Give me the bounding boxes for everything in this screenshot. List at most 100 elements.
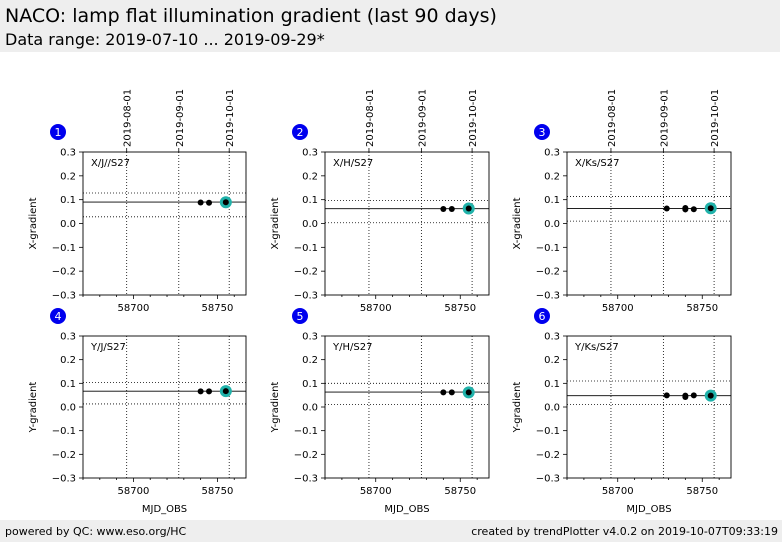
y-tick-label: 0.1 bbox=[302, 379, 318, 390]
data-point bbox=[465, 205, 472, 212]
y-tick-label: 0.0 bbox=[60, 403, 76, 414]
y-tick-label: −0.2 bbox=[536, 267, 560, 278]
panel-badge bbox=[292, 308, 308, 324]
panel-label: Y/J/S27 bbox=[90, 342, 126, 353]
footer-created: created by trendPlotter v4.0.2 on 2019-1… bbox=[471, 525, 778, 538]
data-point bbox=[465, 389, 472, 396]
y-tick-label: 0.0 bbox=[302, 219, 318, 230]
y-axis-label: Y-gradient bbox=[28, 382, 39, 434]
x-axis-label: MJD_OBS bbox=[142, 504, 187, 515]
y-axis-label: X-gradient bbox=[270, 197, 281, 249]
y-tick-label: 0.1 bbox=[544, 379, 560, 390]
y-tick-label: 0.0 bbox=[302, 403, 318, 414]
x-tick-label: 58750 bbox=[202, 486, 234, 497]
footer-credit: powered by QC: www.eso.org/HC bbox=[5, 525, 187, 538]
y-tick-label: 0.0 bbox=[544, 403, 560, 414]
x-tick-label: 58700 bbox=[360, 303, 392, 314]
data-point bbox=[690, 392, 697, 399]
data-point bbox=[206, 199, 213, 206]
panel-badge-label: 5 bbox=[297, 310, 304, 323]
y-tick-label: −0.3 bbox=[52, 291, 76, 302]
date-tick-label: 2019-08-01 bbox=[365, 89, 376, 147]
chart-panel-3: 3 2019-08-01 2019-09-01 2019-10-01 −0.3 −0.2 −… bbox=[512, 89, 732, 314]
y-tick-label: 0.2 bbox=[544, 171, 560, 182]
y-tick-label: −0.3 bbox=[52, 474, 76, 485]
data-point bbox=[663, 392, 670, 399]
y-tick-label: 0.3 bbox=[60, 332, 76, 343]
x-tick-label: 58700 bbox=[602, 486, 634, 497]
y-tick-label: 0.3 bbox=[544, 148, 560, 159]
y-tick-label: 0.0 bbox=[60, 219, 76, 230]
axes-frame bbox=[324, 335, 490, 479]
x-axis-label: MJD_OBS bbox=[626, 504, 671, 515]
y-tick-label: 0.1 bbox=[60, 379, 76, 390]
data-point bbox=[206, 388, 213, 395]
data-point bbox=[663, 205, 670, 212]
axes-frame bbox=[566, 151, 732, 296]
y-tick-label: −0.1 bbox=[294, 243, 318, 254]
x-axis-label: MJD_OBS bbox=[384, 504, 429, 515]
y-tick-label: 0.0 bbox=[544, 219, 560, 230]
x-tick-label: 58700 bbox=[602, 303, 634, 314]
y-tick-label: 0.3 bbox=[302, 332, 318, 343]
y-tick-label: −0.3 bbox=[294, 474, 318, 485]
date-tick-label: 2019-08-01 bbox=[607, 89, 618, 147]
data-point bbox=[222, 388, 229, 395]
y-tick-label: 0.2 bbox=[302, 171, 318, 182]
y-tick-label: −0.2 bbox=[52, 267, 76, 278]
y-tick-label: −0.2 bbox=[536, 450, 560, 461]
date-tick-label: 2019-10-01 bbox=[468, 89, 479, 147]
y-tick-label: −0.1 bbox=[52, 426, 76, 437]
panel-badge bbox=[292, 124, 308, 140]
chart-panel-2: 2 2019-08-01 2019-09-01 2019-10-01 −0.3 −0.2 −… bbox=[270, 89, 490, 314]
x-tick-label: 58700 bbox=[360, 486, 392, 497]
axes-frame bbox=[566, 335, 732, 479]
data-point bbox=[682, 394, 689, 401]
axes-frame bbox=[82, 335, 247, 479]
y-tick-label: −0.1 bbox=[536, 426, 560, 437]
y-tick-label: 0.2 bbox=[60, 355, 76, 366]
data-point bbox=[440, 389, 447, 396]
data-point bbox=[197, 388, 204, 395]
y-tick-label: −0.1 bbox=[294, 426, 318, 437]
y-tick-label: 0.2 bbox=[544, 355, 560, 366]
y-axis-label: Y-gradient bbox=[512, 382, 523, 434]
date-tick-label: 2019-10-01 bbox=[225, 89, 236, 147]
y-tick-label: 0.3 bbox=[544, 332, 560, 343]
y-axis-label: X-gradient bbox=[28, 197, 39, 249]
data-range-subtitle: Data range: 2019-07-10 ... 2019-09-29* bbox=[5, 30, 325, 49]
data-point bbox=[707, 392, 714, 399]
x-tick-label: 58750 bbox=[686, 486, 718, 497]
y-tick-label: −0.1 bbox=[536, 243, 560, 254]
panel-badge bbox=[50, 124, 66, 140]
x-tick-label: 58750 bbox=[444, 303, 476, 314]
chart-panel-1: 1 2019-08-01 2019-09-01 2019-10-01 −0.3 −0.2 −… bbox=[28, 89, 247, 314]
chart-panel-6: 6 −0.3 −0.2 −0.1 0.0 0.1 0.2 0.3 58700 58750 Y/Ks/… bbox=[512, 308, 732, 515]
panel-badge-label: 6 bbox=[539, 310, 546, 323]
y-tick-label: 0.2 bbox=[60, 171, 76, 182]
y-tick-label: 0.1 bbox=[60, 195, 76, 206]
data-point bbox=[222, 199, 229, 206]
y-axis-label: X-gradient bbox=[512, 197, 523, 249]
data-point bbox=[197, 199, 204, 206]
y-tick-label: 0.3 bbox=[60, 148, 76, 159]
axes-frame bbox=[82, 151, 247, 296]
page-title: NACO: lamp flat illumination gradient (l… bbox=[5, 5, 497, 27]
data-point bbox=[682, 206, 689, 213]
y-tick-label: −0.3 bbox=[536, 291, 560, 302]
y-tick-label: −0.1 bbox=[52, 243, 76, 254]
y-tick-label: 0.1 bbox=[302, 195, 318, 206]
y-axis-label: Y-gradient bbox=[270, 382, 281, 434]
date-tick-label: 2019-10-01 bbox=[710, 89, 721, 147]
panel-label: Y/Ks/S27 bbox=[574, 342, 619, 353]
y-tick-label: 0.3 bbox=[302, 148, 318, 159]
header: NACO: lamp flat illumination gradient (l… bbox=[0, 0, 780, 52]
data-point bbox=[448, 205, 455, 212]
panel-badge-label: 4 bbox=[55, 310, 62, 323]
date-tick-label: 2019-09-01 bbox=[659, 89, 670, 147]
data-point bbox=[448, 389, 455, 396]
y-tick-label: −0.3 bbox=[294, 291, 318, 302]
axes-frame bbox=[324, 151, 490, 296]
panel-label: X/H/S27 bbox=[333, 158, 373, 169]
